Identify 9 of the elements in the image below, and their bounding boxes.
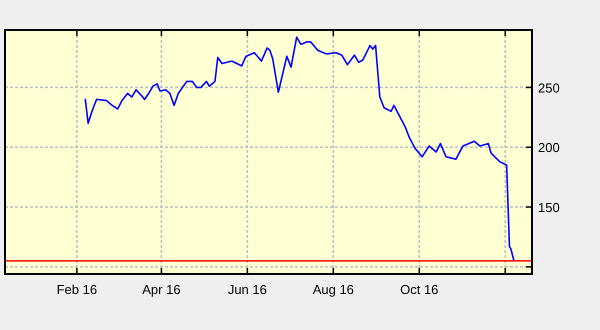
- y-tick-label: 150: [538, 200, 560, 216]
- y-tick-label: 250: [538, 80, 560, 96]
- x-tick-label: Oct 16: [400, 282, 438, 297]
- x-tick-label: Aug 16: [312, 282, 354, 297]
- x-tick-label: Feb 16: [56, 282, 98, 297]
- y-tick-label: 200: [538, 140, 560, 156]
- x-tick-label: Apr 16: [142, 282, 181, 297]
- x-tick-label: Jun 16: [228, 282, 267, 297]
- line-series: [84, 36, 514, 260]
